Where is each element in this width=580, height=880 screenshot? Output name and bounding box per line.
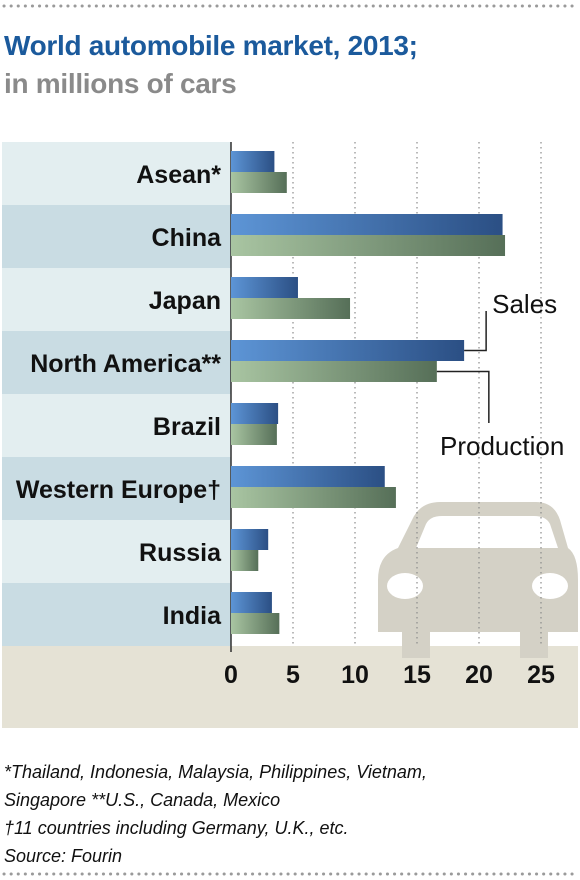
production-bar bbox=[231, 424, 277, 445]
footnote-line-2: Singapore **U.S., Canada, Mexico bbox=[4, 790, 281, 810]
row-background bbox=[2, 394, 231, 457]
production-bar bbox=[231, 613, 280, 634]
category-label: China bbox=[152, 224, 223, 252]
category-label: Asean* bbox=[136, 161, 221, 189]
legend-sales-label: Sales bbox=[492, 289, 557, 319]
category-label: India bbox=[163, 602, 222, 630]
sales-bar bbox=[231, 466, 385, 487]
page-title: World automobile market, 2013; bbox=[4, 30, 418, 61]
production-bar bbox=[231, 361, 437, 382]
page-subtitle: in millions of cars bbox=[4, 68, 237, 99]
production-bar bbox=[231, 298, 351, 319]
production-bar bbox=[231, 487, 396, 508]
footnote-line-1: *Thailand, Indonesia, Malaysia, Philippi… bbox=[4, 762, 427, 782]
x-tick-label: 25 bbox=[527, 661, 555, 689]
footnotes: *Thailand, Indonesia, Malaysia, Philippi… bbox=[4, 758, 574, 870]
production-bar bbox=[231, 550, 259, 571]
sales-bar bbox=[231, 403, 279, 424]
car-icon bbox=[378, 502, 578, 658]
sales-leader-line bbox=[464, 311, 487, 352]
sales-bar bbox=[231, 214, 503, 235]
bottom-dotted-divider bbox=[2, 872, 580, 876]
x-tick-label: 15 bbox=[403, 661, 431, 689]
x-tick-label: 5 bbox=[286, 661, 300, 689]
sales-bar bbox=[231, 151, 275, 172]
x-axis-band bbox=[2, 646, 578, 728]
sales-bar bbox=[231, 277, 298, 298]
category-label: Western Europe† bbox=[16, 476, 221, 504]
row-background bbox=[2, 520, 231, 583]
sales-bar bbox=[231, 592, 272, 613]
x-tick-label: 20 bbox=[465, 661, 493, 689]
category-label: Japan bbox=[149, 287, 221, 315]
sales-bar bbox=[231, 529, 269, 550]
production-bar bbox=[231, 235, 506, 256]
category-label: Brazil bbox=[153, 413, 221, 441]
x-tick-label: 10 bbox=[341, 661, 369, 689]
sales-bar bbox=[231, 340, 465, 361]
footnote-line-4: Source: Fourin bbox=[4, 846, 123, 866]
row-background bbox=[2, 205, 231, 268]
footnote-line-3: †11 countries including Germany, U.K., e… bbox=[4, 818, 349, 838]
row-background bbox=[2, 583, 231, 646]
row-background bbox=[2, 457, 231, 520]
category-label: Russia bbox=[139, 539, 222, 567]
row-background bbox=[2, 331, 231, 394]
row-background bbox=[2, 268, 231, 331]
production-bar bbox=[231, 172, 287, 193]
category-label: North America** bbox=[30, 350, 221, 378]
production-leader-line bbox=[436, 370, 490, 423]
row-background bbox=[2, 142, 231, 205]
bar-chart: Asean* China Japan North America** Brazil Wes… bbox=[2, 142, 578, 728]
x-tick-label: 0 bbox=[224, 661, 238, 689]
legend-production-label: Production bbox=[440, 431, 564, 461]
